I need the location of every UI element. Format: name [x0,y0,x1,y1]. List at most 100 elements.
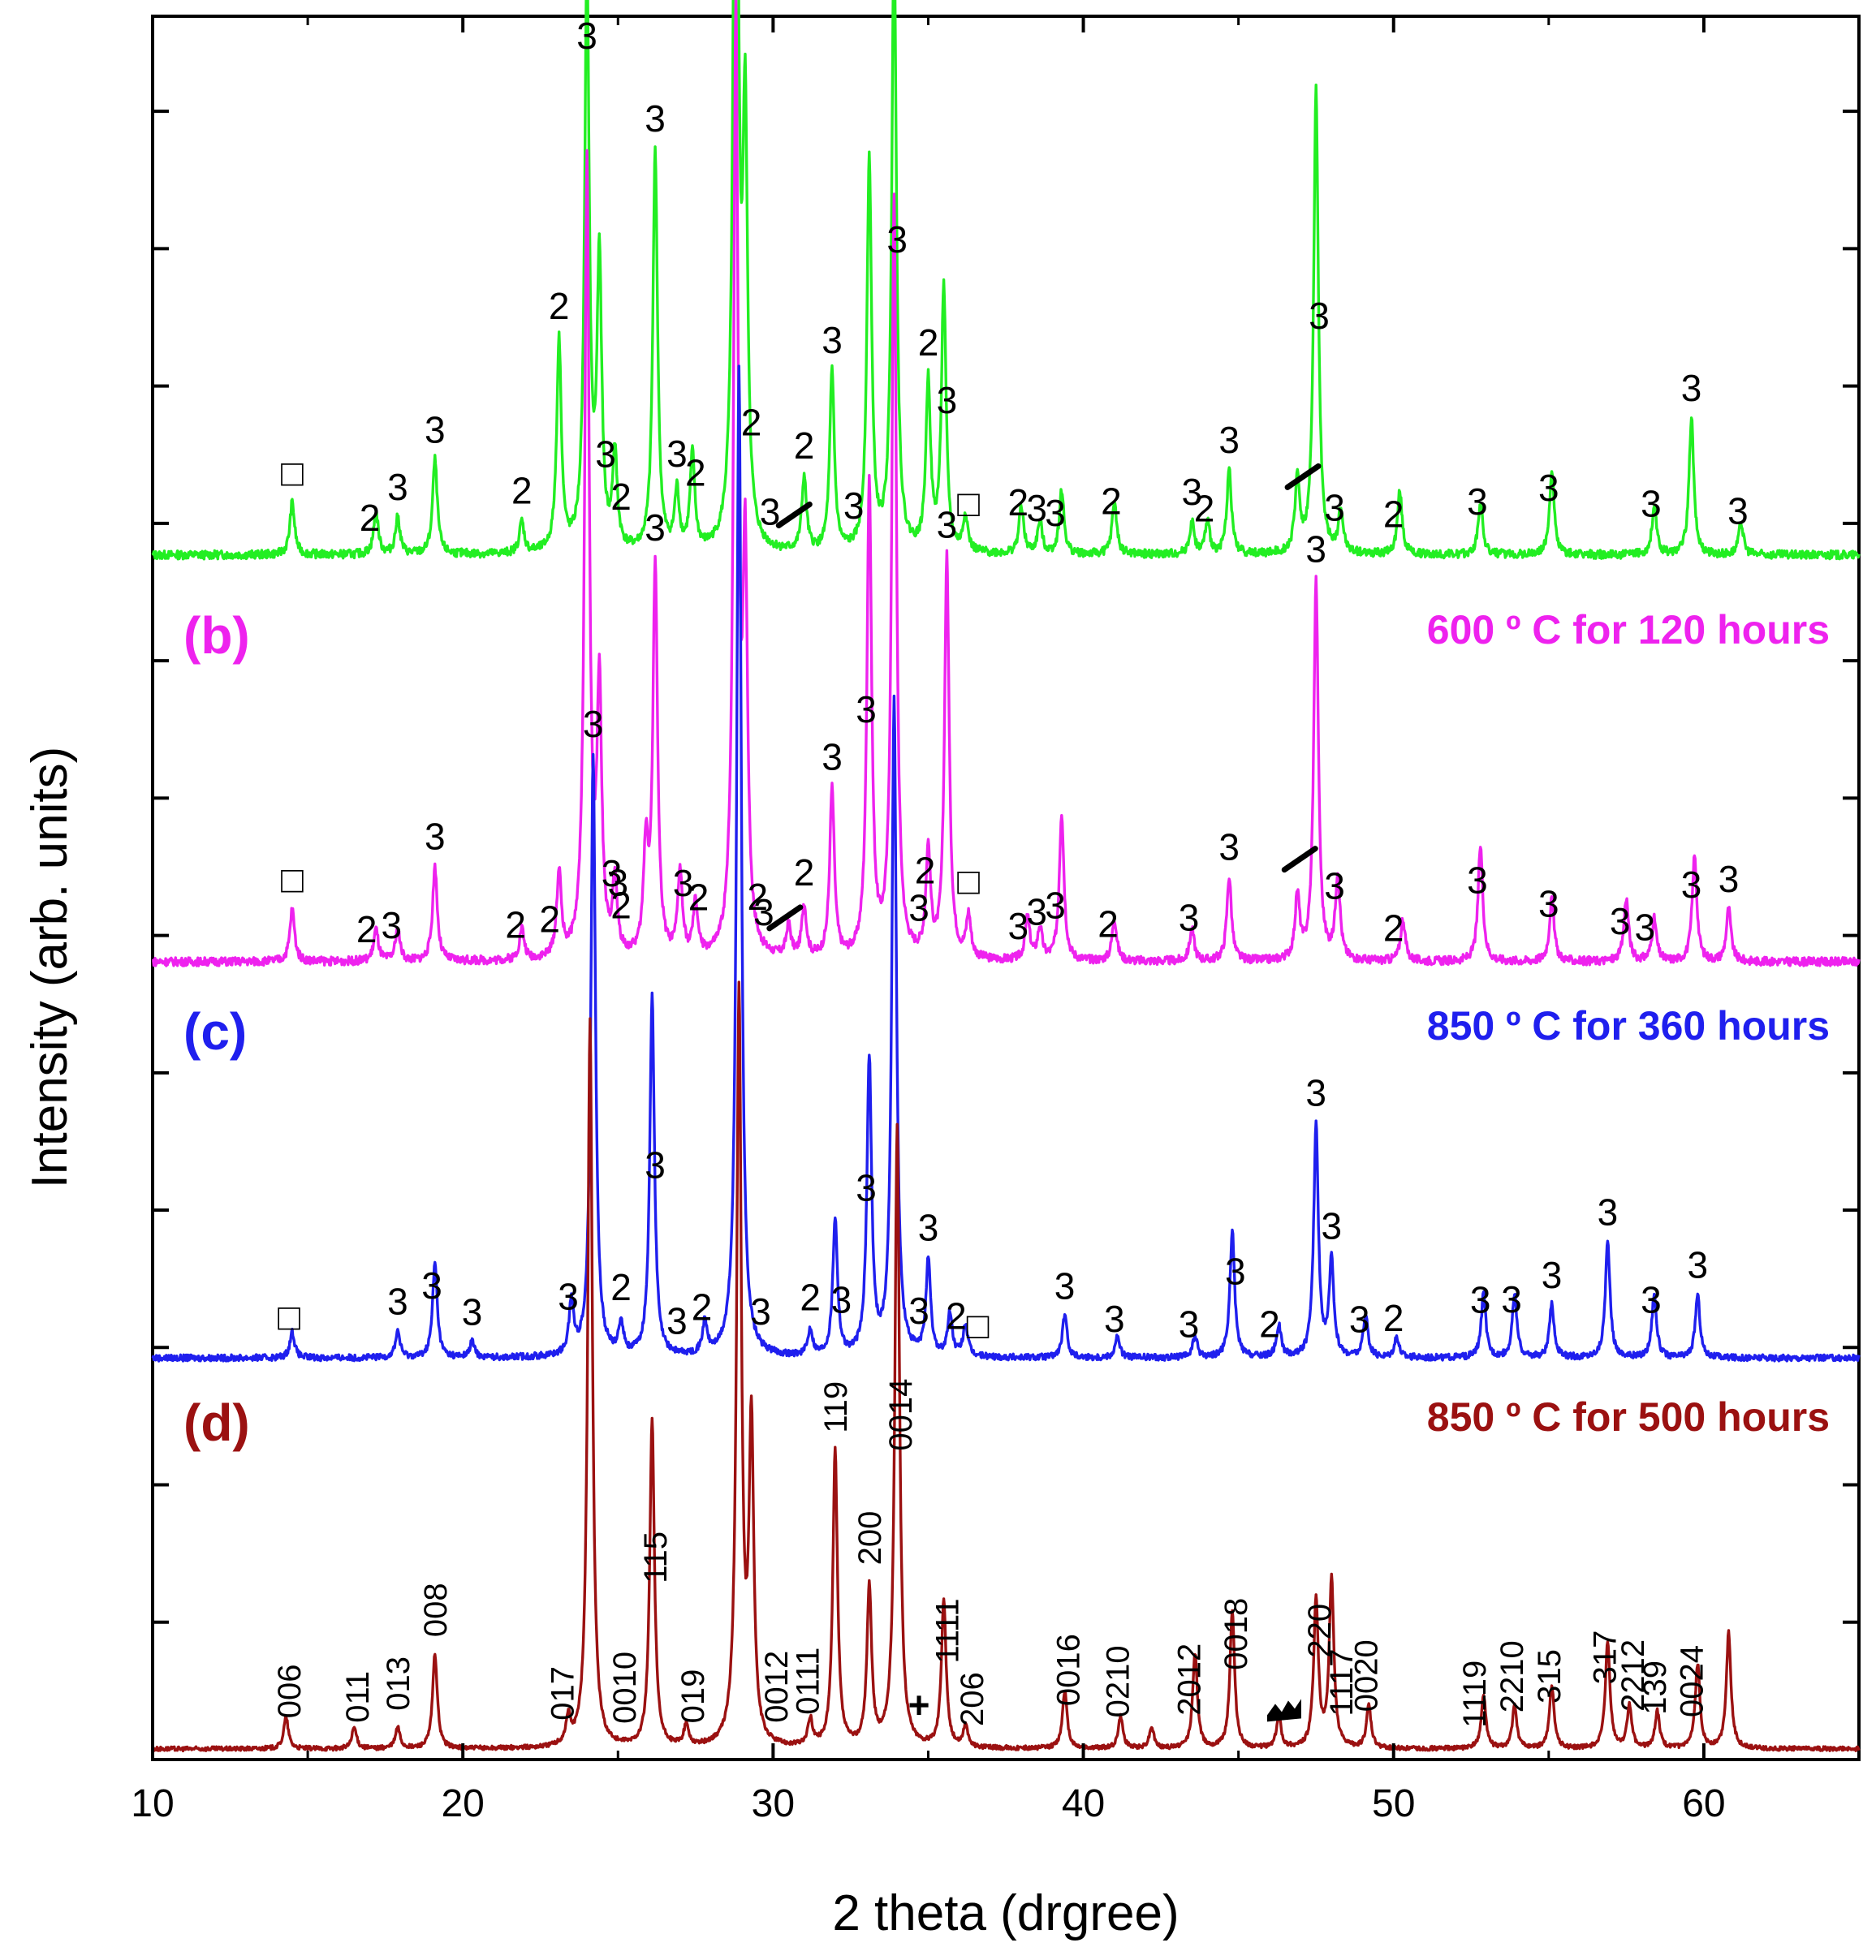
peak-label-s2-5: 2 [539,898,560,940]
series-tag-2: (b) [183,606,250,665]
hkl-label-8: 0012 [759,1651,795,1723]
peak-label-s2-22: 3 [1026,890,1047,933]
hkl-label-12: 0014 [883,1379,919,1451]
peak-label-s3-28: 3 [1501,1278,1522,1320]
peak-label-s3-7: 3 [645,1144,666,1187]
condition-label-3: 850 º C for 360 hours [1427,1003,1830,1049]
peak-label-s3-27: 3 [1470,1278,1491,1320]
series-line-4 [151,980,1861,1753]
peak-label-s2-29: 2 [1383,907,1404,950]
peak-label-s2-2: 3 [382,904,403,946]
annotation-4: + [908,1684,930,1726]
peak-label-s3-19: 3 [1104,1298,1125,1340]
hkl-label-27: 139 [1637,1661,1673,1715]
peak-label-s1-10: 3 [666,433,688,475]
axes-group: 10 20 30 40 50 60 [131,16,1859,1825]
hkl-label-19: 220 [1302,1604,1338,1658]
peak-label-s1-17: 3 [886,218,908,261]
peak-label-s2-26: 3 [1218,826,1240,868]
peak-label-s1-2: 3 [387,466,408,508]
peak-label-s3-16: 2 [946,1295,967,1338]
series-line-1 [151,0,1861,561]
x-axis-title: 2 theta (drgree) [832,1885,1179,1941]
peak-label-s2-27: 3 [1305,528,1326,571]
hkl-label-13: 1111 [929,1598,965,1663]
peak-label-s2-3: 3 [425,816,446,858]
peak-label-s1-5: 2 [549,285,570,327]
peak-label-s2-10: 3 [673,862,694,904]
peak-label-s1-13: 2 [741,402,762,444]
peak-label-s3-30: 3 [1598,1191,1619,1233]
peak-label-s1-28: 3 [1309,295,1330,337]
peak-label-s3-18: 3 [1054,1265,1076,1307]
peak-label-s2-34: 3 [1681,864,1702,906]
peak-label-s2-13: 2 [748,876,769,918]
x-tick-label-1: 20 [441,1782,484,1825]
peak-label-s1-27: 3 [1218,419,1240,461]
peak-label-s1-8: 2 [610,476,632,518]
peak-label-s2-17: 3 [908,887,929,929]
peak-label-s2-14: 2 [794,851,815,894]
peak-label-s2-18: 2 [915,850,936,892]
peak-label-s1-24: 2 [1101,480,1122,523]
peak-label-s3-17: □ [967,1304,990,1346]
peak-label-s1-20: □ [957,482,980,524]
peak-label-s2-11: 2 [688,877,709,919]
peak-label-s1-4: 2 [511,470,533,512]
hkl-label-20: 1117 [1324,1648,1360,1716]
condition-label-4: 850 º C for 500 hours [1427,1394,1830,1440]
annotation-3 [1281,846,1318,873]
annotation-2 [766,904,804,932]
peak-label-s1-18: 2 [918,321,939,364]
peak-label-s2-31: 3 [1538,883,1559,925]
peak-label-s2-25: 3 [1179,896,1200,938]
peak-label-s1-14: 2 [794,424,815,467]
peak-label-s2-35: 3 [1719,858,1740,900]
hkl-label-5: 0010 [607,1652,643,1724]
peak-label-s1-1: 2 [360,497,381,539]
peak-label-s2-23: 3 [1045,884,1066,926]
hkl-label-25: 317 [1588,1630,1624,1685]
series-group [151,0,1861,1753]
hkl-label-4: 017 [546,1666,581,1721]
annotation-0 [775,501,813,528]
peak-label-s2-7: 3 [602,852,623,894]
peak-label-s1-0: □ [281,451,304,493]
peak-label-s1-31: 3 [1467,480,1488,523]
peak-label-s3-5: 3 [583,703,604,745]
peak-label-s3-4: 3 [558,1276,579,1318]
peak-label-s2-32: 3 [1610,900,1631,942]
y-axis-title: Intensity (arb. units) [22,747,78,1188]
peak-label-s3-31: 3 [1641,1278,1662,1320]
x-tick-label-0: 10 [131,1782,174,1825]
hkl-label-0: 006 [272,1664,308,1718]
peak-label-s2-0: □ [281,859,304,901]
peak-label-s2-15: 3 [822,736,843,778]
peak-label-s1-22: 3 [1026,487,1047,529]
peak-label-s3-23: 3 [1305,1071,1326,1114]
peak-label-s3-6: 2 [610,1266,632,1308]
peak-label-s3-26: 2 [1383,1297,1404,1339]
peak-label-s3-21: 3 [1225,1250,1246,1292]
peak-label-s3-24: 3 [1322,1204,1343,1247]
peak-label-s2-28: 3 [1324,864,1345,907]
condition-label-2: 600 º C for 120 hours [1427,607,1830,653]
peak-label-s2-1: 2 [356,908,377,950]
peak-label-s1-6: 3 [576,15,597,57]
series-tag-4: (d) [183,1394,250,1452]
series-tag-3: (c) [183,1002,247,1061]
peak-label-s1-21: 2 [1008,481,1029,523]
peak-label-s1-34: 3 [1681,367,1702,409]
peak-label-s3-25: 3 [1349,1299,1370,1341]
peak-label-s3-14: 3 [908,1290,929,1332]
hkl-label-10: 119 [818,1381,854,1433]
peak-label-s2-19: 3 [937,503,958,545]
hkl-label-3: 008 [418,1583,454,1637]
peak-label-s3-20: 3 [1179,1303,1200,1346]
hkl-label-6: 115 [638,1531,674,1583]
peak-label-s3-12: 3 [831,1278,852,1320]
x-tick-label-2: 30 [752,1782,795,1825]
